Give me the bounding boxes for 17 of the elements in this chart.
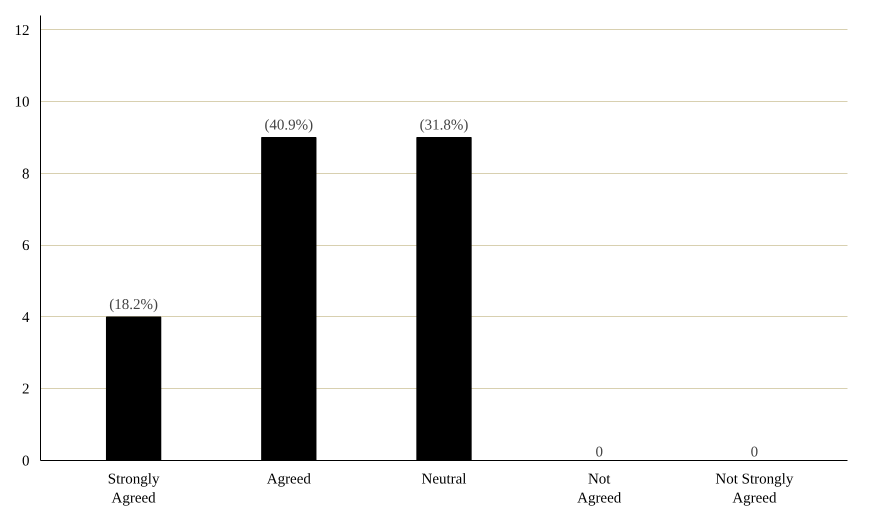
x-tick-label: Neutral xyxy=(422,472,466,488)
annotation: 0 xyxy=(595,444,603,460)
y-tick-label: 0 xyxy=(22,454,30,470)
x-tick-label: Strongly Agreed xyxy=(108,472,160,507)
annotation: (18.2%) xyxy=(109,296,158,313)
y-tick-label: 2 xyxy=(22,382,30,398)
x-tick-label: Not Agreed xyxy=(577,472,622,507)
annotation: 0 xyxy=(750,444,758,460)
annotation: (40.9%) xyxy=(264,118,314,134)
y-tick-label: 6 xyxy=(22,238,30,254)
y-tick-label: 10 xyxy=(14,94,30,111)
y-tick-label: 8 xyxy=(22,166,30,182)
annotation: (31.8%) xyxy=(420,118,468,134)
x-tick-label: Not Strongly Agreed xyxy=(715,472,794,507)
y-tick-label: 4 xyxy=(22,310,30,326)
y-tick-label: 12 xyxy=(14,22,30,39)
x-tick-label: Agreed xyxy=(266,472,312,488)
